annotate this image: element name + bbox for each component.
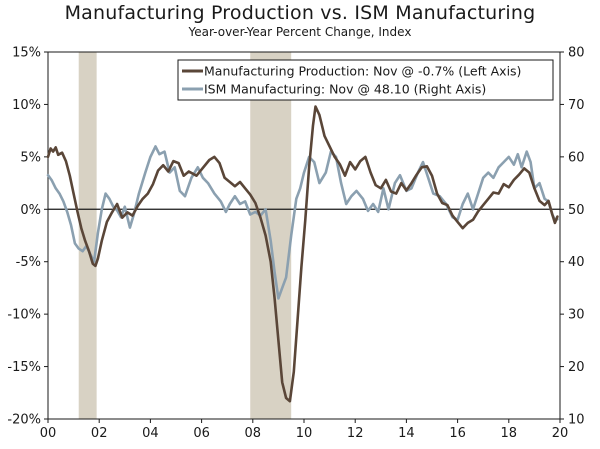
y-right-tick-label: 80 bbox=[568, 46, 585, 61]
x-tick-label: 06 bbox=[193, 426, 210, 441]
y-left-tick-label: 10% bbox=[12, 98, 41, 113]
series-manufacturing-production-line bbox=[46, 105, 559, 403]
recession-shading bbox=[78, 52, 292, 419]
chart-subtitle: Year-over-Year Percent Change, Index bbox=[188, 25, 412, 39]
y-left-tick-label: -5% bbox=[16, 255, 41, 270]
y-left-tick-label: -20% bbox=[7, 413, 41, 428]
y-left-tick-label: -10% bbox=[7, 308, 41, 323]
x-tick-label: 00 bbox=[40, 426, 57, 441]
x-tick-label: 18 bbox=[501, 426, 518, 441]
x-tick-label: 04 bbox=[142, 426, 159, 441]
x-tick-label: 16 bbox=[449, 426, 466, 441]
y-left-tick-label: 15% bbox=[12, 46, 41, 61]
legend-label-ism-manufacturing: ISM Manufacturing: Nov @ 48.10 (Right Ax… bbox=[204, 82, 486, 97]
y-left-tick-label: -15% bbox=[7, 360, 41, 375]
y-right-tick-label: 10 bbox=[568, 413, 585, 428]
y-right-tick-label: 70 bbox=[568, 98, 585, 113]
legend: Manufacturing Production: Nov @ -0.7% (L… bbox=[177, 59, 554, 101]
x-tick-label: 10 bbox=[296, 426, 313, 441]
legend-box bbox=[177, 59, 554, 101]
x-tick-label: 20 bbox=[552, 426, 569, 441]
y-left-tick-label: 5% bbox=[20, 150, 41, 165]
recession-band bbox=[78, 52, 97, 419]
legend-label-manufacturing-production: Manufacturing Production: Nov @ -0.7% (L… bbox=[204, 64, 521, 79]
y-right-tick-label: 50 bbox=[568, 203, 585, 218]
y-axis-left: 15% 10% 5% 0% -5% -10% -15% -20% bbox=[7, 46, 48, 428]
x-tick-label: 12 bbox=[347, 426, 364, 441]
y-right-tick-label: 20 bbox=[568, 360, 585, 375]
series-ism-manufacturing-line bbox=[46, 145, 559, 300]
y-right-tick-label: 30 bbox=[568, 308, 585, 323]
x-tick-label: 14 bbox=[398, 426, 415, 441]
x-tick-label: 02 bbox=[91, 426, 108, 441]
y-left-tick-label: 0% bbox=[20, 203, 41, 218]
y-right-tick-label: 60 bbox=[568, 150, 585, 165]
x-tick-label: 08 bbox=[245, 426, 262, 441]
y-right-tick-label: 40 bbox=[568, 255, 585, 270]
x-axis: 00 02 04 06 08 10 12 14 16 18 20 bbox=[40, 419, 569, 441]
chart-title: Manufacturing Production vs. ISM Manufac… bbox=[64, 2, 536, 24]
y-axis-right: 80 70 60 50 40 30 20 10 bbox=[560, 46, 585, 428]
